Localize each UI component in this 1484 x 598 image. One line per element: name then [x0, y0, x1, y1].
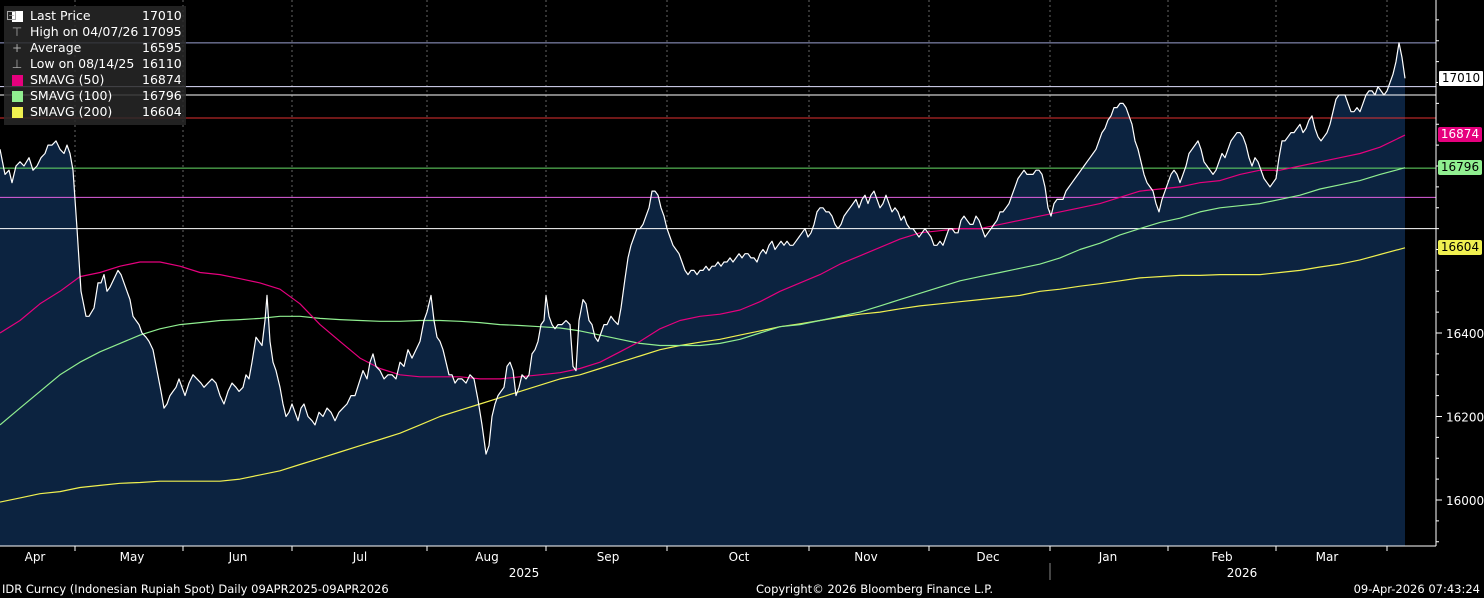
legend-color-swatch [11, 106, 23, 118]
series-line-smavg-200 [0, 247, 1406, 503]
legend-color-swatch [11, 74, 23, 86]
x-tick-label: Oct [729, 550, 750, 564]
price-tag: 16604 [1438, 239, 1482, 255]
x-tick-label: Aug [475, 550, 498, 564]
legend-color-swatch [11, 90, 23, 102]
x-year-label: 2026 [1227, 566, 1258, 580]
footer-security-description: IDR Curncy (Indonesian Rupiah Spot) Dail… [2, 582, 389, 596]
series-line-smavg-50 [0, 134, 1406, 380]
legend-value: 17095 [142, 24, 182, 39]
footer-copyright: Copyright© 2026 Bloomberg Finance L.P. [756, 582, 993, 596]
x-tick-label: Jan [1098, 550, 1118, 564]
legend-item: Last Price 17010 [4, 8, 186, 24]
legend-value: 17010 [142, 8, 182, 23]
x-tick-label: Apr [25, 550, 46, 564]
x-tick-label: May [120, 550, 145, 564]
legend-color-swatch [11, 10, 23, 22]
legend-label: SMAVG (50) [30, 72, 105, 87]
y-tick-label: 16000 [1446, 494, 1484, 508]
series-lines [0, 42, 1406, 503]
x-tick-label: Sep [597, 550, 620, 564]
x-tick-label: Jun [228, 550, 248, 564]
series-line-last-price [0, 42, 1406, 455]
legend-label: SMAVG (200) [30, 104, 113, 119]
legend-swatch [4, 106, 30, 118]
low-marker-icon: ⊥ [11, 57, 23, 71]
average-marker-icon: + [11, 41, 23, 55]
legend-item: SMAVG (50) 16874 [4, 72, 186, 88]
legend-swatch [4, 10, 30, 22]
x-tick-label: Dec [976, 550, 999, 564]
price-tag: 17010 [1438, 70, 1484, 88]
legend-value: 16874 [142, 72, 182, 87]
legend-label: Average [30, 40, 82, 55]
price-tag: 16796 [1438, 159, 1482, 175]
price-area [0, 42, 1405, 547]
x-year-label: 2025 [509, 566, 540, 580]
legend-item: SMAVG (200) 16604 [4, 104, 186, 120]
legend-label: High on 04/07/26 [30, 24, 139, 39]
legend-value: 16595 [142, 40, 182, 55]
axes: 16000 16200 16400 Apr May Jun Jul Aug Sep Oct Nov D… [0, 0, 1484, 580]
x-tick-label: Mar [1316, 550, 1339, 564]
legend-item: SMAVG (100) 16796 [4, 88, 186, 104]
legend-value: 16796 [142, 88, 182, 103]
legend-label: Low on 08/14/25 [30, 56, 135, 71]
legend-value: 16110 [142, 56, 182, 71]
high-marker-icon: ⊤ [11, 25, 23, 39]
legend-label: Last Price [30, 8, 91, 23]
y-tick-label: 16400 [1446, 327, 1484, 341]
legend-item: + Average 16595 [4, 40, 186, 56]
footer-timestamp: 09-Apr-2026 07:43:24 [1353, 582, 1480, 596]
price-tag: 16874 [1438, 127, 1482, 143]
legend-swatch [4, 90, 30, 102]
y-tick-label: 16200 [1446, 411, 1484, 425]
legend-label: SMAVG (100) [30, 88, 113, 103]
minus-box-icon[interactable]: − [7, 11, 16, 20]
x-tick-label: Jul [352, 550, 367, 564]
legend: − Last Price 17010 ⊤ High on 04/07/26 17095 + A… [4, 6, 186, 125]
x-tick-label: Feb [1211, 550, 1232, 564]
reference-lines [0, 42, 1436, 230]
x-tick-label: Nov [854, 550, 877, 564]
legend-item: ⊤ High on 04/07/26 17095 [4, 24, 186, 40]
legend-swatch [4, 74, 30, 86]
series-line-smavg-100 [0, 167, 1406, 426]
legend-value: 16604 [142, 104, 182, 119]
price-area-fill [0, 42, 1405, 547]
legend-item: ⊥ Low on 08/14/25 16110 [4, 56, 186, 72]
